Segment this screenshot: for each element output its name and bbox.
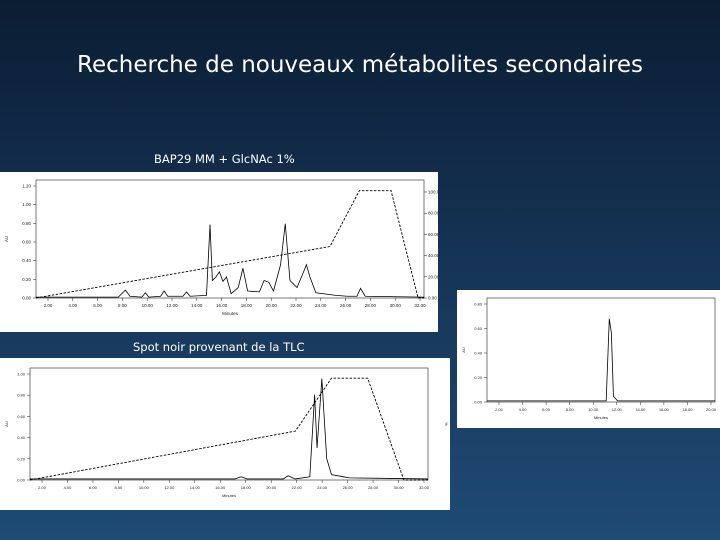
slide-title: Recherche de nouveaux métabolites second… <box>77 52 643 78</box>
x-tick-label: 30.00 <box>394 485 405 490</box>
x-tick-label: 26.00 <box>340 303 352 308</box>
plot-frame <box>486 297 716 403</box>
x-tick-label: 6.00 <box>542 407 551 412</box>
absorbance-trace <box>30 378 429 480</box>
plot-frame <box>35 179 425 299</box>
y-tick-label: 0.20 <box>17 456 26 461</box>
x-tick-label: 18.00 <box>682 407 693 412</box>
x-tick-label: 18.00 <box>241 485 252 490</box>
y2-tick-label: 40.00 <box>428 253 438 258</box>
x-tick-label: 20.00 <box>266 485 277 490</box>
chromatogram-right-panel: 0.00 0.20 0.40 0.60 0.80 2.00 4.00 6.00 8.00 10.0… <box>457 290 720 428</box>
x-tick-label: 8.00 <box>566 407 575 412</box>
y-tick-label: 0.80 <box>22 221 31 226</box>
x-tick-label: 22.00 <box>292 485 303 490</box>
caption-bottom-chart: Spot noir provenant de la TLC <box>133 340 305 354</box>
y2-tick-label: 80.00 <box>428 211 438 216</box>
y-tick-label: 0.20 <box>474 375 483 380</box>
x-tick-label: 24.00 <box>317 485 328 490</box>
y-tick-label: 0.40 <box>17 435 26 440</box>
x-tick-label: 8.00 <box>115 485 124 490</box>
chromatogram-bottom-panel: 0.00 0.20 0.40 0.60 0.80 1.00 2.00 4.00 6.00 8.00… <box>0 358 450 510</box>
x-axis-label: Minutes <box>222 493 236 498</box>
gradient-line <box>35 190 424 299</box>
x-tick-label: 18.00 <box>241 303 253 308</box>
y-tick-label: 0.60 <box>474 326 483 331</box>
y-tick-label: 1.00 <box>17 372 26 377</box>
y2-tick-label: 0.00 <box>428 296 437 301</box>
plot-frame <box>29 367 429 481</box>
y-tick-label: 0.00 <box>474 400 483 405</box>
x-tick-label: 28.00 <box>368 485 379 490</box>
x-tick-label: 4.00 <box>519 407 528 412</box>
caption-top-chart: BAP29 MM + GlcNAc 1% <box>154 152 295 166</box>
x-tick-label: 2.00 <box>495 407 504 412</box>
y-tick-label: 1.20 <box>22 184 31 189</box>
x-tick-label: 6.00 <box>89 485 98 490</box>
x-tick-label: 20.00 <box>266 303 278 308</box>
x-tick-label: 16.00 <box>659 407 670 412</box>
y-tick-label: 0.00 <box>22 296 31 301</box>
x-tick-label: 20.00 <box>706 407 717 412</box>
x-tick-label: 16.00 <box>216 303 228 308</box>
y-axis-label: AU <box>461 347 466 353</box>
y2-tick-label: 60.00 <box>428 232 438 237</box>
x-tick-label: 16.00 <box>215 485 226 490</box>
x-tick-label: 4.00 <box>68 303 77 308</box>
x-tick-label: 2.00 <box>38 485 47 490</box>
y2-tick-label: 20.00 <box>428 274 438 279</box>
x-tick-label: 10.00 <box>588 407 599 412</box>
y-tick-label: 1.00 <box>22 202 31 207</box>
x-tick-label: 32.00 <box>414 303 426 308</box>
x-tick-label: 26.00 <box>343 485 354 490</box>
y-tick-label: 0.40 <box>22 258 31 263</box>
x-tick-label: 30.00 <box>390 303 402 308</box>
x-tick-label: 10.00 <box>142 303 154 308</box>
y-tick-label: 0.60 <box>22 240 31 245</box>
absorbance-trace <box>487 318 715 402</box>
y-axis-label: AU <box>4 421 9 427</box>
chromatogram-bottom: 0.00 0.20 0.40 0.60 0.80 1.00 2.00 4.00 6.00 8.00… <box>4 367 449 498</box>
x-tick-label: 14.00 <box>190 485 201 490</box>
y-tick-label: 0.00 <box>17 478 26 483</box>
x-tick-label: 4.00 <box>64 485 73 490</box>
x-tick-label: 12.00 <box>612 407 623 412</box>
y2-axis-label: % <box>444 422 449 426</box>
x-tick-label: 24.00 <box>315 303 327 308</box>
x-axis-label: Minutes <box>594 415 608 420</box>
x-tick-label: 12.00 <box>164 485 175 490</box>
x-tick-label: 10.00 <box>139 485 150 490</box>
chromatogram-top-panel: 0.00 0.20 0.40 0.60 0.80 1.00 1.20 0.00 20.00 40.… <box>0 172 445 332</box>
chromatogram-top: 0.00 0.20 0.40 0.60 0.80 1.00 1.20 0.00 20.00 40.… <box>4 179 445 316</box>
chromatogram-right: 0.00 0.20 0.40 0.60 0.80 2.00 4.00 6.00 8.00 10.0… <box>461 297 717 420</box>
absorbance-trace <box>36 223 425 298</box>
y-tick-label: 0.20 <box>22 277 31 282</box>
y-tick-label: 0.40 <box>474 351 483 356</box>
x-axis-label: Minutes <box>222 311 239 316</box>
x-tick-label: 2.00 <box>44 303 53 308</box>
x-tick-label: 28.00 <box>365 303 377 308</box>
gradient-line <box>29 377 428 481</box>
y-tick-label: 0.80 <box>474 302 483 307</box>
x-tick-label: 22.00 <box>290 303 302 308</box>
x-tick-label: 14.00 <box>191 303 203 308</box>
x-tick-label: 14.00 <box>635 407 646 412</box>
y-tick-label: 0.80 <box>17 393 26 398</box>
y-axis-label: AU <box>4 236 9 242</box>
y-tick-label: 0.60 <box>17 414 26 419</box>
y2-tick-label: 100.00 <box>428 190 438 195</box>
x-tick-label: 12.00 <box>166 303 178 308</box>
x-tick-label: 8.00 <box>118 303 127 308</box>
x-tick-label: 6.00 <box>93 303 102 308</box>
x-tick-label: 32.00 <box>419 485 430 490</box>
